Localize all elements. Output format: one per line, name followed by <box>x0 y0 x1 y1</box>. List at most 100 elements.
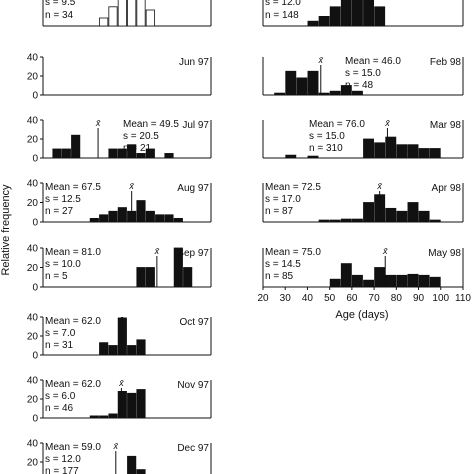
histogram-bar <box>407 144 419 159</box>
histogram-bar <box>89 217 99 223</box>
histogram-bar <box>329 6 341 27</box>
stat-s: s = 15.0 <box>309 131 345 142</box>
histogram-bar <box>329 219 341 223</box>
histogram-bar <box>99 415 109 419</box>
histogram-bar <box>351 90 363 96</box>
histogram-bar <box>351 274 363 288</box>
panel-jul-97: 40 20 0 x̄ Mean = 49.5s = 20.5n = 21 Jul 97 <box>27 116 212 165</box>
stat-n: n = 310 <box>309 143 343 154</box>
histogram-bar <box>363 0 375 27</box>
histogram-bar <box>418 274 430 288</box>
histogram-bar <box>307 155 319 159</box>
stat-s: s = 20.5 <box>123 131 159 142</box>
histogram-bar <box>89 415 99 419</box>
histogram-bar <box>155 214 165 223</box>
mean-symbol: x̄ <box>154 246 160 256</box>
month-label: Jun 97 <box>179 57 209 68</box>
stat-s: s = 15.0 <box>345 68 381 79</box>
histogram-bar <box>173 247 183 288</box>
histogram-bar <box>407 273 419 288</box>
histogram-bar <box>117 317 127 356</box>
x-axis-ticks: 20 30 40 50 60 70 80 90 100 110 <box>257 287 471 304</box>
histogram-bar <box>318 15 330 27</box>
stat-s: s = 17.0 <box>265 194 301 205</box>
panel-partial-top-left: 20 s = 9.5 n = 34 <box>27 0 212 27</box>
histogram-bar <box>396 210 408 223</box>
y-tick-label: 40 <box>27 439 39 450</box>
x-tick-label: 80 <box>391 293 403 304</box>
histogram-bar <box>145 148 155 159</box>
stat-mean: Mean = 59.0 <box>45 442 101 453</box>
x-tick-label: 70 <box>369 293 381 304</box>
histogram-bar <box>136 389 146 419</box>
stat-mean: Mean = 72.5 <box>265 182 321 193</box>
histogram-bar <box>71 134 81 159</box>
histogram-bar <box>164 153 174 159</box>
y-tick-label: 0 <box>32 283 38 294</box>
panel-partial-top-right: s = 12.0 n = 148 <box>262 0 464 27</box>
histogram-bar <box>99 342 109 356</box>
panel-mar-98: x̄ Mean = 76.0s = 15.0n = 310 Mar 98 <box>262 118 464 159</box>
y-tick-label: 40 <box>27 313 39 324</box>
histogram-bar <box>127 392 137 419</box>
histogram-bar <box>136 153 146 159</box>
histogram-bar <box>363 138 375 159</box>
stat-s: s = 7.0 <box>45 328 76 339</box>
histogram-bar <box>385 207 397 223</box>
histogram-bar <box>296 77 308 96</box>
stat-s: s = 14.5 <box>265 259 301 270</box>
y-tick-label: 40 <box>27 376 39 387</box>
panel-aug-97: 40 20 0 x̄ Mean = 67.5s = 12.5n = 27 Aug 97 <box>27 179 212 229</box>
stat-mean: Mean = 49.5 <box>123 119 179 130</box>
histogram-bar <box>307 20 319 27</box>
histogram-bar <box>329 90 341 96</box>
histogram-bar <box>374 267 386 288</box>
y-tick-label: 20 <box>27 263 39 274</box>
mean-symbol: x̄ <box>376 181 382 191</box>
histogram-bar <box>145 9 155 27</box>
histogram-bar <box>274 92 286 96</box>
stat-s: s = 12.0 <box>45 454 81 465</box>
panel-nov-97: 40 20 0 x̄ Mean = 62.0s = 6.0n = 46 Nov 97 <box>27 376 212 425</box>
histogram-bar <box>318 219 330 223</box>
histogram-bar <box>429 148 441 159</box>
mean-symbol: x̄ <box>128 181 134 191</box>
y-tick-label: 0 <box>32 91 38 102</box>
histogram-bar <box>183 267 193 288</box>
histogram-bar <box>127 144 137 159</box>
panel-oct-97: 40 20 0 x̄ Mean = 62.0s = 7.0n = 31 Oct 97 <box>27 313 212 362</box>
mean-symbol: x̄ <box>318 55 324 65</box>
histogram-bar <box>307 70 319 96</box>
stat-n: n = 5 <box>45 271 68 282</box>
stat-mean: Mean = 81.0 <box>45 247 101 258</box>
y-tick-label: 40 <box>27 53 39 64</box>
y-tick-label: 0 <box>32 414 38 425</box>
histogram-bar <box>108 345 118 356</box>
stat-mean: Mean = 46.0 <box>345 56 401 67</box>
y-tick-label: 20 <box>27 0 39 1</box>
x-tick-label: 50 <box>324 293 336 304</box>
histogram-bar <box>173 217 183 223</box>
stat-s: s = 6.0 <box>45 391 76 402</box>
histogram-bar <box>136 0 146 27</box>
mean-symbol: x̄ <box>95 118 101 128</box>
panel-feb-98: x̄ Mean = 46.0s = 15.0n = 48 Feb 98 <box>262 55 464 96</box>
y-tick-label: 0 <box>32 351 38 362</box>
histogram-bar <box>108 148 118 159</box>
stat-mean: Mean = 75.0 <box>265 247 321 258</box>
histogram-bar <box>285 70 297 96</box>
histogram-bar <box>61 148 71 159</box>
histogram-bar <box>136 267 146 288</box>
histogram-bar <box>396 144 408 159</box>
histogram-bar <box>285 154 297 159</box>
y-tick-label: 0 <box>32 154 38 165</box>
x-tick-label: 110 <box>455 293 471 304</box>
x-tick-label: 60 <box>346 293 358 304</box>
histogram-bar <box>340 85 352 96</box>
histogram-bar <box>351 218 363 223</box>
histogram-bar <box>117 207 127 223</box>
histogram-bar <box>136 339 146 356</box>
histogram-bar <box>108 210 118 223</box>
stat-n: n = 85 <box>265 271 294 282</box>
